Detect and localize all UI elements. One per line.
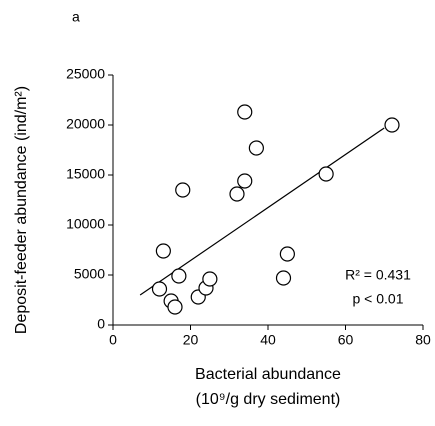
panel-label: a: [72, 9, 80, 25]
y-tick-label: 10000: [66, 216, 105, 232]
y-tick-label: 20000: [66, 116, 105, 132]
data-point: [167, 299, 183, 315]
y-tick-label: 0: [97, 316, 105, 332]
data-point: [155, 243, 171, 259]
y-tick-label: 15000: [66, 166, 105, 182]
data-point: [384, 117, 400, 133]
data-point: [318, 166, 334, 182]
x-axis-label: Bacterial abundance: [195, 366, 341, 383]
x-tick-label: 20: [183, 332, 199, 348]
x-axis-label: (10⁹/g dry sediment): [196, 391, 341, 408]
data-point: [171, 268, 187, 284]
annotation: p < 0.01: [353, 291, 404, 307]
data-point: [175, 182, 191, 198]
x-tick-label: 60: [338, 332, 354, 348]
y-axis-label: Deposit-feeder abundance (ind/m²): [13, 86, 30, 334]
x-tick-label: 0: [109, 332, 117, 348]
data-point: [237, 104, 253, 120]
x-tick-label: 80: [415, 332, 431, 348]
y-tick-label: 25000: [66, 66, 105, 82]
x-tick-label: 40: [260, 332, 276, 348]
annotation: R² = 0.431: [345, 267, 411, 283]
data-point: [151, 281, 168, 297]
data-point: [229, 186, 245, 202]
data-point: [237, 173, 253, 189]
y-tick-label: 5000: [74, 266, 105, 282]
data-point: [202, 271, 218, 287]
data-point: [275, 270, 292, 286]
data-point: [279, 246, 295, 262]
data-point: [248, 140, 264, 156]
trend-line: [139, 127, 385, 296]
